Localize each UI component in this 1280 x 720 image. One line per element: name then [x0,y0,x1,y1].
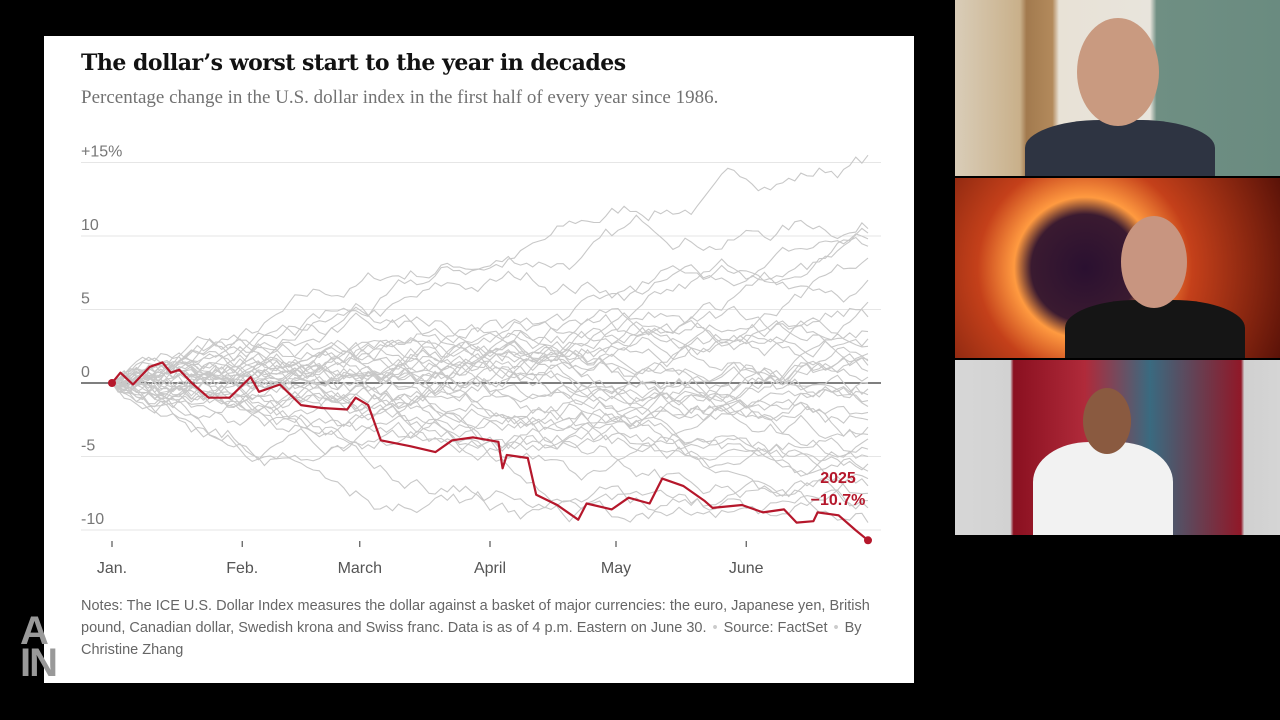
start-point [108,379,116,387]
x-tick-label: March [338,560,382,577]
background-year-line [111,382,869,523]
participant-body [1065,300,1245,358]
x-tick-label: April [474,560,506,577]
background-year-line [111,367,869,476]
background-year-line [111,154,869,391]
background-year-line [111,364,869,458]
background-year-line [111,372,869,523]
participant-head [1083,388,1131,454]
chart-notes: Notes: The ICE U.S. Dollar Index measure… [81,598,870,658]
background-year-line [111,277,869,385]
notes-text: Notes: The ICE U.S. Dollar Index measure… [81,598,870,636]
participant-body [1033,442,1173,535]
background-year-line [111,370,869,421]
y-tick-label: 0 [81,364,90,381]
participant-head [1121,216,1187,308]
y-tick-label: 5 [81,291,90,308]
chart-title: The dollar’s worst start to the year in … [81,50,626,76]
chart-card: The dollar’s worst start to the year in … [44,36,914,683]
x-tick-label: May [601,560,631,577]
background-year-line [111,236,869,403]
background-year-line [111,381,869,471]
background-year-line [111,382,869,520]
background-year-line [111,312,869,384]
background-year-line [111,360,869,424]
x-tick-label: June [729,560,764,577]
all-in-logo: A IN [20,609,58,685]
source-text: Source: FactSet [723,620,828,636]
background-year-line [111,364,869,495]
x-tick-label: Jan. [97,560,127,577]
background-year-line [111,341,869,415]
y-tick-label: +15% [81,144,122,161]
line-chart: +15% 10 5 0 -5 -10 Jan. Feb. March April May June 20… [81,144,881,577]
y-tick-label: -5 [81,438,95,455]
background-year-line [111,338,869,396]
y-tick-label: -10 [81,511,104,528]
x-tick-label: Feb. [226,560,258,577]
participant-body [1025,120,1215,176]
chart-subtitle: Percentage change in the U.S. dollar ind… [81,87,719,108]
background-year-line [111,354,869,438]
background-year-line [111,339,869,407]
background-year-line [111,307,869,384]
participant-head [1077,18,1159,126]
highlight-line-2025 [111,361,869,542]
video-tile-participant-2[interactable] [955,178,1280,358]
video-tile-participant-3[interactable] [955,360,1280,535]
background-year-line [111,313,869,399]
highlight-year-label: 2025 [820,470,856,487]
background-year-line [111,302,869,390]
end-point [864,536,872,545]
byline: By Christine Zhang [81,620,862,658]
highlight-value-label: −10.7% [811,492,866,509]
background-year-line [111,382,869,461]
background-year-line [111,346,869,403]
y-tick-label: 10 [81,217,99,234]
video-tile-participant-1[interactable] [955,0,1280,176]
background-year-line [111,344,869,439]
